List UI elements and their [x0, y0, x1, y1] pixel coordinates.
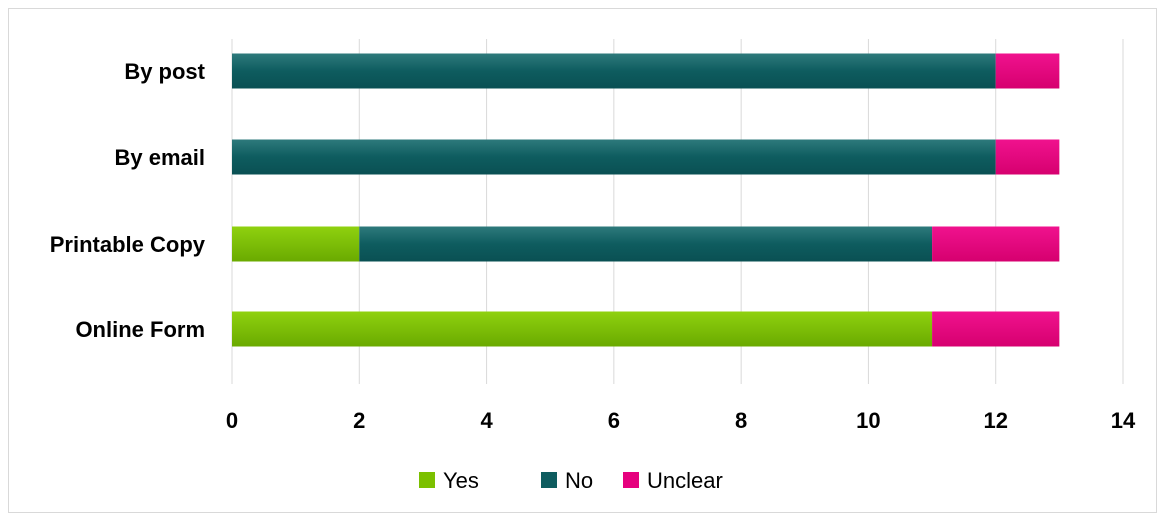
legend-label-yes: Yes: [443, 468, 479, 493]
bar-printable-copy-no: [359, 226, 933, 262]
legend: Yes No Unclear: [419, 468, 723, 493]
x-tick-label: 4: [480, 408, 493, 433]
x-tick-label: 2: [353, 408, 365, 433]
stacked-bar-chart: By post By email Printable Copy Online Form…: [50, 39, 1136, 493]
legend-swatch-no: [541, 472, 557, 488]
x-tick-label: 8: [735, 408, 747, 433]
gridlines: [231, 39, 1124, 384]
bar-by-email-unclear: [995, 139, 1060, 175]
x-tick-label: 12: [983, 408, 1007, 433]
legend-swatch-unclear: [623, 472, 639, 488]
category-label: Printable Copy: [50, 232, 206, 257]
x-axis-tick-labels: 0 2 4 6 8 10 12 14: [226, 408, 1136, 433]
bar-online-form-yes: [232, 311, 933, 347]
bar-printable-copy-unclear: [932, 226, 1060, 262]
x-tick-label: 10: [856, 408, 880, 433]
bar-printable-copy-yes: [232, 226, 360, 262]
category-label: By post: [124, 59, 205, 84]
x-tick-label: 14: [1111, 408, 1136, 433]
x-tick-label: 6: [608, 408, 620, 433]
category-labels: By post By email Printable Copy Online Form: [50, 59, 206, 342]
legend-label-unclear: Unclear: [647, 468, 723, 493]
chart-frame: By post By email Printable Copy Online Form…: [8, 8, 1157, 513]
bar-by-post-unclear: [995, 53, 1060, 89]
bar-by-email-no: [232, 139, 996, 175]
category-label: Online Form: [75, 317, 205, 342]
bars: [232, 53, 1060, 347]
legend-swatch-yes: [419, 472, 435, 488]
bar-by-post-no: [232, 53, 996, 89]
legend-label-no: No: [565, 468, 593, 493]
bar-online-form-unclear: [932, 311, 1060, 347]
category-label: By email: [115, 145, 206, 170]
x-tick-label: 0: [226, 408, 238, 433]
